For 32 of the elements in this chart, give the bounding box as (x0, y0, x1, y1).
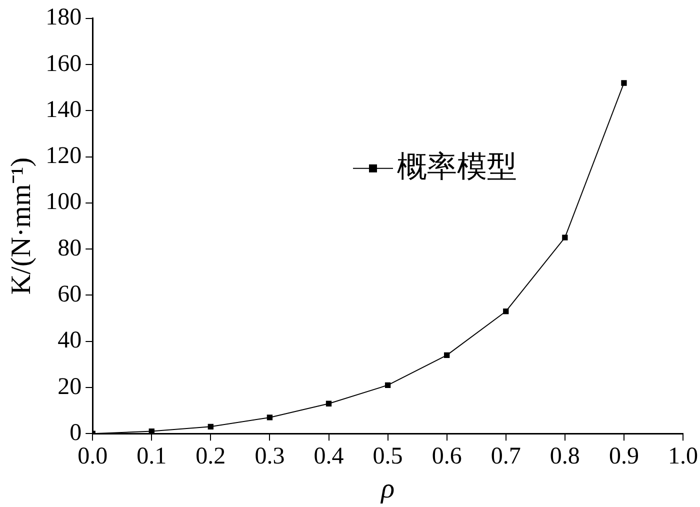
point (444, 352, 450, 358)
y-tick-label: 160 (46, 50, 82, 77)
y-tick-label: 100 (46, 189, 82, 216)
point (208, 424, 214, 430)
x-axis-title: ρ (380, 474, 395, 505)
x-tick-label: 1.0 (668, 443, 698, 470)
x-tick-label: 0.5 (372, 443, 403, 470)
y-tick-label: 140 (46, 96, 82, 123)
y-tick-label: 20 (58, 374, 82, 400)
y-tick-label: 0 (70, 420, 82, 446)
y-tick-label: 120 (46, 143, 82, 170)
x-tick-label: 0.0 (78, 443, 108, 470)
x-tick-label: 0.3 (254, 443, 285, 470)
point (266, 414, 273, 420)
x-tick-label: 0.6 (432, 443, 462, 470)
y-axis-title: K/(N·mm⁻¹) (6, 157, 38, 295)
point (562, 234, 568, 240)
x-tick-label: 0.7 (490, 443, 521, 470)
x-tick-label: 0.1 (136, 443, 167, 470)
point (326, 400, 332, 406)
x-tick-label: 0.9 (608, 443, 639, 470)
y-tick-label: 40 (58, 328, 82, 354)
point (384, 382, 391, 388)
legend-label: 概率模型 (397, 150, 517, 184)
point (621, 80, 627, 86)
y-tick-label: 60 (58, 281, 82, 308)
y-tick-label: 80 (58, 235, 82, 262)
x-tick-label: 0.2 (196, 443, 226, 470)
point (503, 308, 509, 314)
x-tick-label: 0.4 (314, 443, 344, 470)
y-tick-label: 180 (46, 4, 82, 31)
x-tick-label: 0.8 (550, 443, 580, 470)
